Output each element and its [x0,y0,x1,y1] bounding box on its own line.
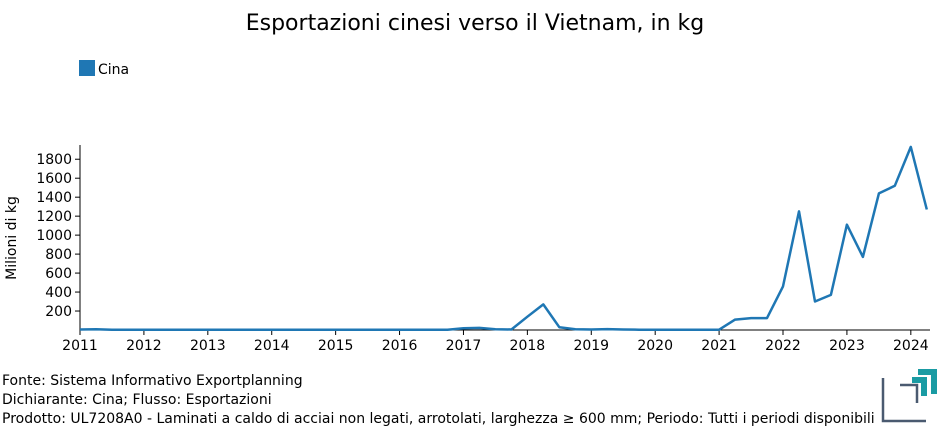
y-axis-label: Milioni di kg [4,196,20,280]
x-tick-label: 2017 [446,338,482,354]
y-tick-label: 200 [45,304,72,320]
y-tick-label: 1400 [36,190,72,206]
x-axis: 2011 2012 2013 2014 2015 2016 2017 2018 2019 2020… [62,329,930,354]
footer: Fonte: Sistema Informativo Exportplannin… [2,373,875,427]
x-tick-label: 2015 [318,338,354,354]
y-tick-label: 400 [45,285,72,301]
x-tick-label: 2020 [637,338,673,354]
y-tick-label: 800 [45,247,72,263]
plot-area [79,145,929,332]
y-tick-label: 1200 [36,209,72,225]
logo-frame-shape [881,378,926,423]
legend-label-cina: Cina [98,62,129,78]
x-tick-label: 2014 [254,338,290,354]
exportplanning-logo [881,369,937,423]
logo-teal-shape [912,369,937,396]
footer-product: Prodotto: UL7208A0 - Laminati a caldo di… [2,411,875,427]
x-tick-label: 2013 [190,338,226,354]
y-tick-label: 1800 [36,152,72,168]
y-tick-label: 1600 [36,171,72,187]
x-tick-label: 2019 [573,338,609,354]
y-tick-label: 1000 [36,228,72,244]
legend: Cina [79,60,129,78]
y-tick-label: 600 [45,266,72,282]
series-line-cina [79,145,929,332]
x-tick-label: 2022 [765,338,801,354]
x-tick-label: 2023 [829,338,865,354]
legend-swatch-cina [79,60,95,76]
x-tick-label: 2018 [510,338,546,354]
x-tick-label: 2021 [701,338,737,354]
x-tick-label: 2024 [893,338,929,354]
footer-declarant: Dichiarante: Cina; Flusso: Esportazioni [2,392,272,408]
x-tick-label: 2016 [382,338,418,354]
x-tick-label: 2011 [62,338,98,354]
chart-title: Esportazioni cinesi verso il Vietnam, in… [246,11,705,36]
x-tick-label: 2012 [126,338,162,354]
footer-source: Fonte: Sistema Informativo Exportplannin… [2,373,303,389]
y-axis: 200 400 600 800 1000 1200 1400 1600 1800 [36,145,81,330]
